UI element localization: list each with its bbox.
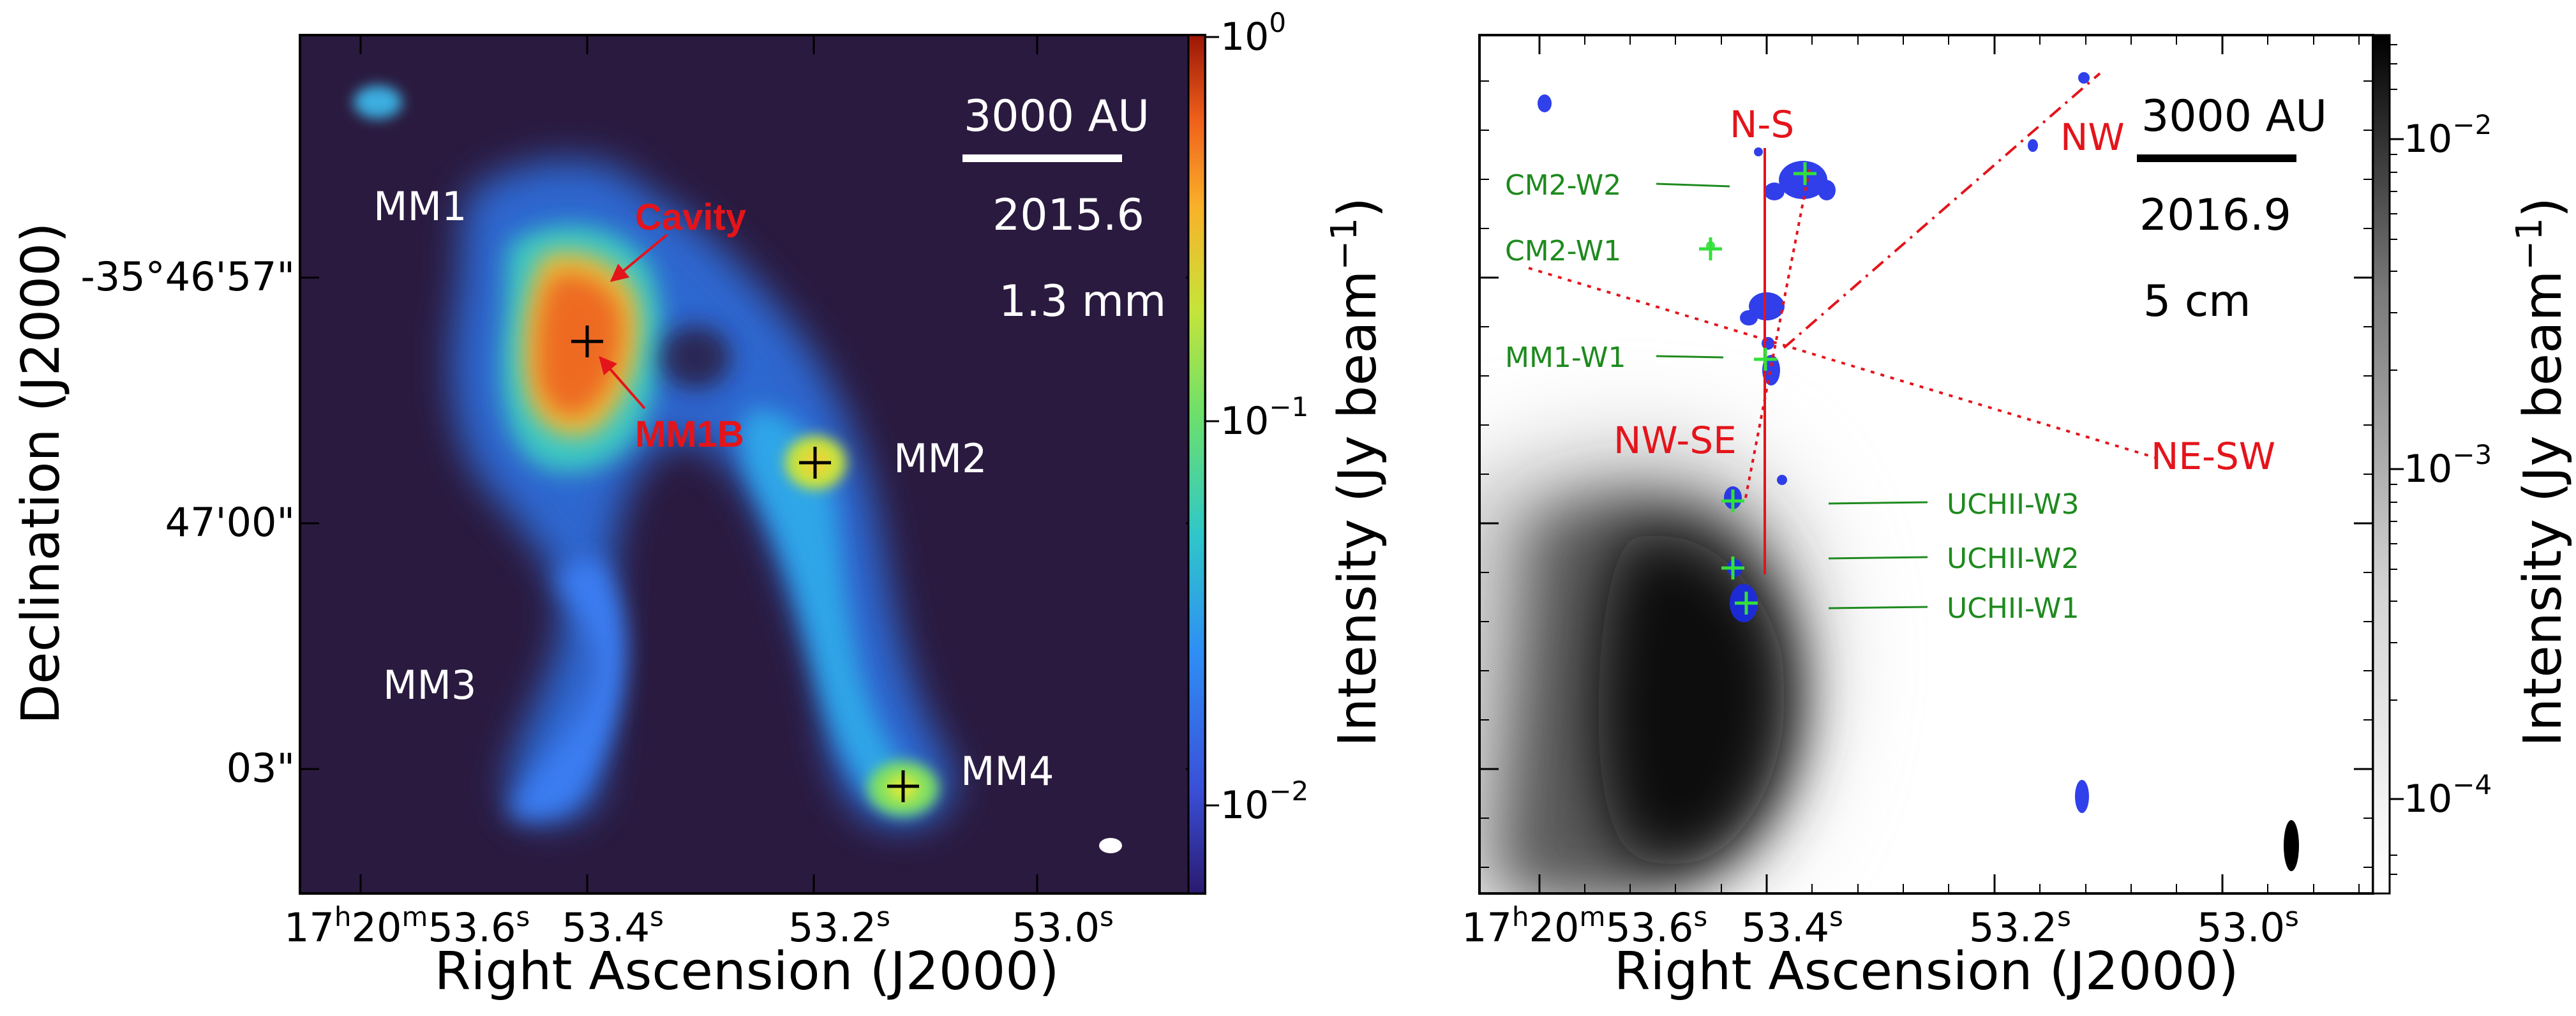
left-ytick-1: -35°46'57" <box>80 253 295 300</box>
left-cb-tick-2: 10−2 <box>1220 775 1308 828</box>
nesw-line <box>1528 267 2158 459</box>
left-x-axis-label: Right Ascension (J2000) <box>435 941 1060 1002</box>
label-mm1b: MM1B <box>635 414 744 455</box>
source-crosses <box>571 325 919 802</box>
right-colorbar: 10−2 10−3 10−4 Intensity (Jy beam−1) <box>2372 34 2573 895</box>
maser-spots <box>1538 72 2090 813</box>
right-minor-ticks <box>1479 35 2373 893</box>
left-epoch-label: 2015.6 <box>992 190 1144 241</box>
right-xtick-2: 53.4s <box>1741 901 1843 951</box>
left-xticks: 17h20m53.6s 53.4s 53.2s 53.0s <box>284 901 1114 951</box>
label-ucw3: UCHII-W3 <box>1947 488 2079 521</box>
right-xticks: 17h20m53.6s 53.4s 53.2s 53.0s <box>1462 901 2299 951</box>
label-mm4: MM4 <box>961 748 1054 795</box>
left-xtick-1: 17h20m53.6s <box>284 901 530 951</box>
right-xtick-1: 17h20m53.6s <box>1462 901 1707 951</box>
left-cb-label: Intensity (Jy beam−1) <box>1324 197 1388 747</box>
left-xtick-4: 53.0s <box>1012 901 1114 951</box>
label-ns: N-S <box>1730 103 1794 146</box>
right-cb-tick-1: 10−3 <box>2404 439 2492 491</box>
right-ticks <box>1479 35 2373 893</box>
right-continuum-map <box>1479 72 2299 893</box>
left-colorbar-gradient <box>1188 35 1205 893</box>
nwse-line <box>1744 168 1811 498</box>
left-colorbar: 100 10−1 10−2 Intensity (Jy beam−1) <box>1187 7 1388 895</box>
left-cb-tick-1: 10−1 <box>1220 391 1308 444</box>
left-xtick-3: 53.2s <box>788 901 890 951</box>
mm1b-arrow <box>599 355 646 410</box>
right-xtick-4: 53.0s <box>2197 901 2299 951</box>
left-ytick-2: 47'00" <box>165 499 295 546</box>
right-cb-tick-2: 10−4 <box>2404 769 2492 821</box>
right-panel: 3000 AU 2016.9 5 cm N-S NW NW-SE NE-SW C… <box>1478 34 2374 895</box>
left-scalebar-label: 3000 AU <box>964 91 1149 142</box>
label-mm3: MM3 <box>383 662 476 708</box>
left-wavelength-label: 1.3 mm <box>999 276 1166 327</box>
right-xtick-3: 53.2s <box>1969 901 2071 951</box>
cavity-arrow <box>610 234 668 282</box>
left-xtick-2: 53.4s <box>562 901 664 951</box>
left-cb-tick-0: 100 <box>1220 7 1286 59</box>
label-cavity: Cavity <box>635 197 746 238</box>
right-epoch-label: 2016.9 <box>2139 190 2291 241</box>
right-wavelength-label: 5 cm <box>2143 276 2251 327</box>
label-nw: NW <box>2060 116 2125 159</box>
right-cb-label: Intensity (Jy beam−1) <box>2509 197 2573 747</box>
label-cm2w2: CM2-W2 <box>1505 169 1621 202</box>
left-ytick-3: 03" <box>227 745 295 791</box>
label-mm2: MM2 <box>894 435 987 482</box>
label-nwse: NW-SE <box>1614 419 1737 462</box>
label-mm1: MM1 <box>373 183 467 230</box>
nw-line <box>1783 72 2101 349</box>
right-scalebar-label: 3000 AU <box>2141 91 2327 142</box>
left-panel: 3000 AU 2015.6 1.3 mm MM1 MM2 MM3 MM4 Ca… <box>299 34 1206 895</box>
label-cm2w1: CM2-W1 <box>1505 235 1621 267</box>
label-mm1w1: MM1-W1 <box>1505 341 1626 374</box>
label-nesw: NE-SW <box>2151 435 2275 478</box>
right-cb-tick-0: 10−2 <box>2404 109 2492 161</box>
label-ucw2: UCHII-W2 <box>1947 542 2079 575</box>
label-ucw1: UCHII-W1 <box>1947 592 2079 625</box>
label-leaders <box>1656 183 1928 609</box>
right-colorbar-gradient <box>2373 35 2390 893</box>
y-axis-label: Declination (J2000) <box>11 223 71 724</box>
right-x-axis-label: Right Ascension (J2000) <box>1614 941 2239 1002</box>
maser-crosses <box>1699 162 1816 615</box>
